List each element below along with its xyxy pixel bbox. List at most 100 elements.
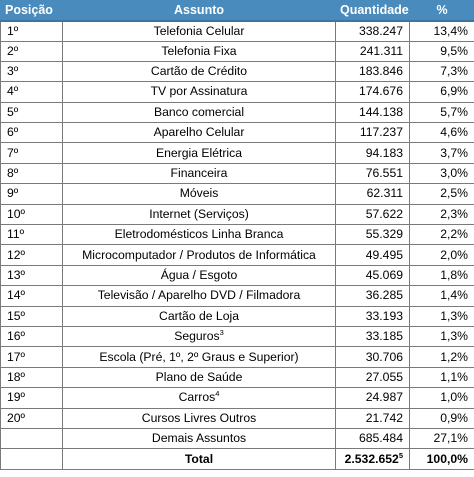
table-row: 3º Cartão de Crédito 183.846 7,3% — [0, 60, 474, 83]
table-row: 4º TV por Assinatura 174.676 6,9% — [0, 81, 474, 103]
subject-cell: Aparelho Celular — [62, 122, 336, 144]
percent-cell: 1,1% — [409, 366, 474, 389]
subject-cell: Demais Assuntos — [62, 427, 336, 450]
quantity-cell: 21.742 — [335, 407, 410, 429]
table-header: Posição Assunto Quantidade % — [0, 0, 474, 22]
quantity-cell: 685.484 — [335, 427, 410, 450]
subject-cell: Microcomputador / Produtos de Informátic… — [62, 244, 336, 266]
subject-cell: Internet (Serviços) — [62, 203, 336, 226]
table-row: 7º Energia Elétrica 94.183 3,7% — [0, 142, 474, 164]
quantity-cell: 174.676 — [335, 81, 410, 103]
quantity-cell: 49.495 — [335, 244, 410, 266]
percent-cell: 1,0% — [409, 387, 474, 409]
quantity-cell: 33.193 — [335, 305, 410, 327]
position-cell: 16º — [0, 325, 63, 348]
quantity-cell: 76.551 — [335, 162, 410, 185]
position-cell: 11º — [0, 224, 63, 246]
column-header-percent: % — [409, 0, 474, 22]
subject-cell: Plano de Saúde — [62, 366, 336, 389]
subject-cell: Energia Elétrica — [62, 142, 336, 164]
percent-cell: 2,0% — [409, 244, 474, 266]
percent-cell: 1,4% — [409, 285, 474, 307]
subject-cell: Televisão / Aparelho DVD / Filmadora — [62, 285, 336, 307]
position-cell: 2º — [0, 40, 63, 62]
quantity-cell: 45.069 — [335, 264, 410, 287]
column-header-subject: Assunto — [62, 0, 336, 22]
position-cell: 9º — [0, 183, 63, 205]
position-cell: 10º — [0, 203, 63, 226]
percent-cell: 3,0% — [409, 162, 474, 185]
position-cell: 19º — [0, 387, 63, 409]
table-row: 1º Telefonia Celular 338.247 13,4% — [0, 20, 474, 42]
position-cell: 8º — [0, 162, 63, 185]
table-row: 14º Televisão / Aparelho DVD / Filmadora 3… — [0, 285, 474, 307]
percent-cell: 5,7% — [409, 101, 474, 124]
quantity-cell: 338.247 — [335, 20, 410, 42]
quantity-cell: 33.185 — [335, 325, 410, 348]
subject-cell: Escola (Pré, 1º, 2º Graus e Superior) — [62, 346, 336, 368]
total-label-cell: Total — [62, 448, 336, 470]
percent-cell: 13,4% — [409, 20, 474, 42]
table-row: 12º Microcomputador / Produtos de Informá… — [0, 244, 474, 266]
table-row: 10º Internet (Serviços) 57.622 2,3% — [0, 203, 474, 226]
table-row: 18º Plano de Saúde 27.055 1,1% — [0, 366, 474, 389]
column-header-quantity: Quantidade — [335, 0, 410, 22]
table-row: 9º Móveis 62.311 2,5% — [0, 183, 474, 205]
position-cell: 1º — [0, 20, 63, 42]
subject-text: Seguros — [174, 329, 220, 344]
quantity-cell: 183.846 — [335, 60, 410, 83]
percent-cell: 3,7% — [409, 142, 474, 164]
column-header-position: Posição — [0, 0, 63, 22]
percent-cell: 6,9% — [409, 81, 474, 103]
subject-cell: Seguros3 — [62, 325, 336, 348]
subject-cell: Carros4 — [62, 387, 336, 409]
table-row: 16º Seguros3 33.185 1,3% — [0, 325, 474, 348]
table-row: 15º Cartão de Loja 33.193 1,3% — [0, 305, 474, 327]
subject-cell: Banco comercial — [62, 101, 336, 124]
quantity-cell: 241.311 — [335, 40, 410, 62]
table-row: 8º Financeira 76.551 3,0% — [0, 162, 474, 185]
table-body: 1º Telefonia Celular 338.247 13,4% 2º Telefon… — [0, 20, 474, 470]
table-row: 5º Banco comercial 144.138 5,7% — [0, 101, 474, 124]
total-position-cell — [0, 448, 63, 470]
total-quantity-value: 2.532.652 — [344, 451, 399, 466]
quantity-cell: 24.987 — [335, 387, 410, 409]
total-quantity-footnote: 5 — [398, 450, 403, 460]
quantity-cell: 62.311 — [335, 183, 410, 205]
quantity-cell: 117.237 — [335, 122, 410, 144]
subject-cell: Financeira — [62, 162, 336, 185]
table-row: 2º Telefonia Fixa 241.311 9,5% — [0, 40, 474, 62]
percent-cell: 1,3% — [409, 325, 474, 348]
table-row: 13º Água / Esgoto 45.069 1,8% — [0, 264, 474, 287]
position-cell: 13º — [0, 264, 63, 287]
position-cell: 17º — [0, 346, 63, 368]
position-cell: 7º — [0, 142, 63, 164]
position-cell: 15º — [0, 305, 63, 327]
quantity-cell: 30.706 — [335, 346, 410, 368]
percent-cell: 7,3% — [409, 60, 474, 83]
subject-cell: Móveis — [62, 183, 336, 205]
percent-cell: 1,3% — [409, 305, 474, 327]
position-cell: 12º — [0, 244, 63, 266]
total-percent-cell: 100,0% — [409, 448, 474, 470]
table-row: Demais Assuntos 685.484 27,1% — [0, 427, 474, 450]
subject-cell: Cursos Livres Outros — [62, 407, 336, 429]
position-cell — [0, 427, 63, 450]
quantity-cell: 27.055 — [335, 366, 410, 389]
table-row: 6º Aparelho Celular 117.237 4,6% — [0, 122, 474, 144]
table-row: 19º Carros4 24.987 1,0% — [0, 387, 474, 409]
subject-footnote: 4 — [215, 389, 220, 399]
percent-cell: 9,5% — [409, 40, 474, 62]
quantity-cell: 144.138 — [335, 101, 410, 124]
percent-cell: 2,2% — [409, 224, 474, 246]
subject-footnote: 3 — [219, 328, 224, 338]
subject-cell: Água / Esgoto — [62, 264, 336, 287]
percent-cell: 1,2% — [409, 346, 474, 368]
table-row: 20º Cursos Livres Outros 21.742 0,9% — [0, 407, 474, 429]
subject-cell: Cartão de Loja — [62, 305, 336, 327]
quantity-cell: 36.285 — [335, 285, 410, 307]
position-cell: 6º — [0, 122, 63, 144]
quantity-cell: 94.183 — [335, 142, 410, 164]
header-row: Posição Assunto Quantidade % — [0, 0, 474, 22]
percent-cell: 0,9% — [409, 407, 474, 429]
